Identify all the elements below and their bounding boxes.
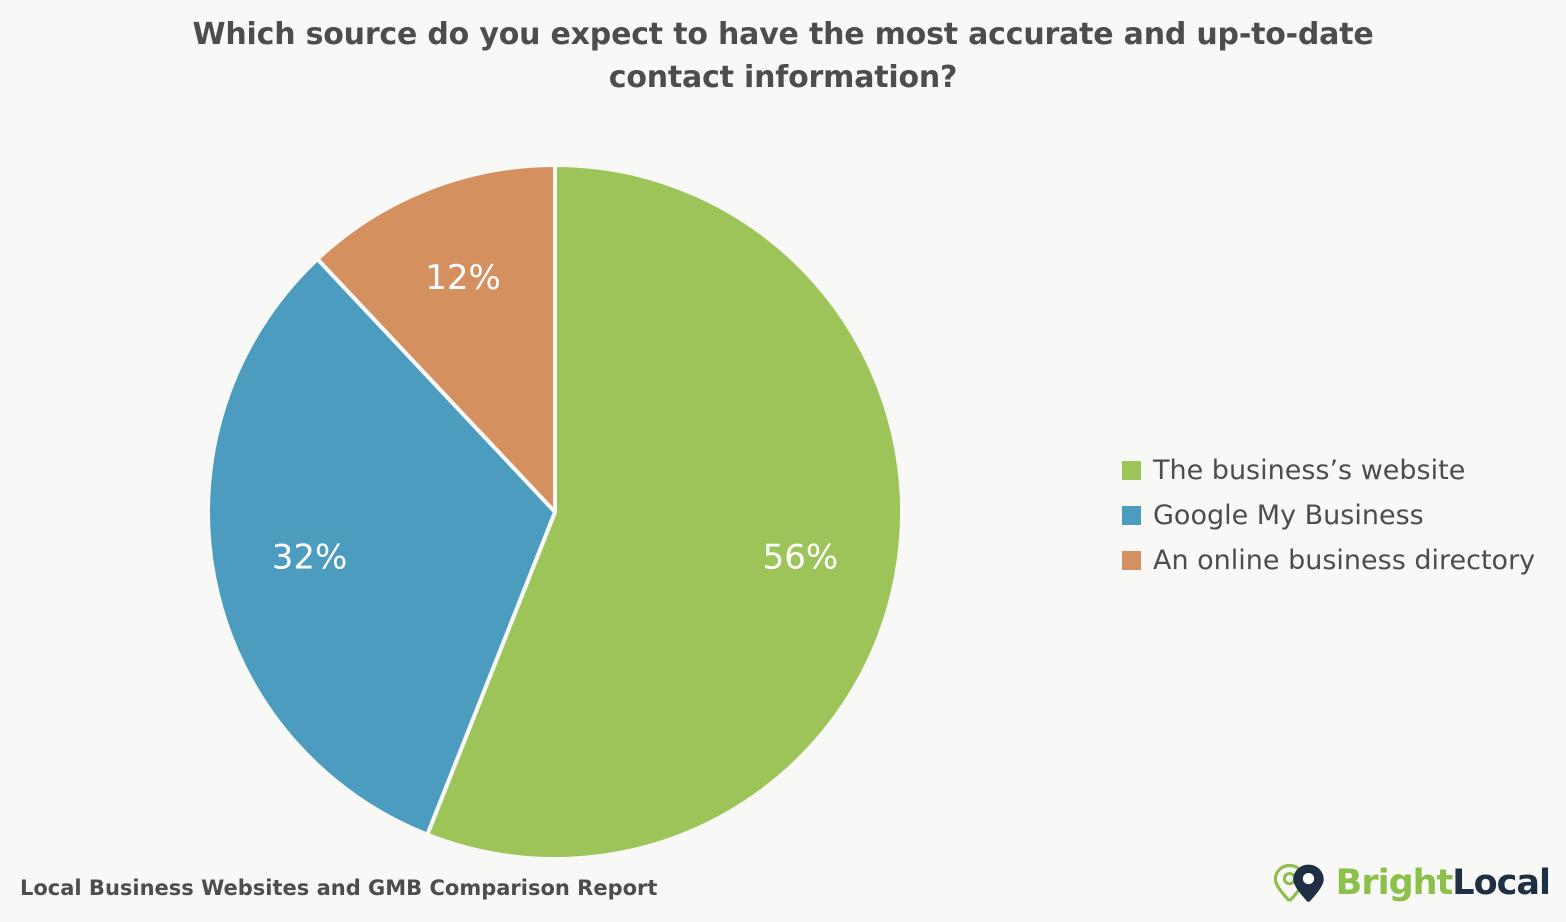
brand-wordmark-bright: Bright (1335, 862, 1454, 903)
pie-slice-label-2: 12% (425, 258, 501, 298)
legend-item-label: The business’s website (1153, 455, 1466, 486)
pie-slice-label-0: 56% (763, 537, 839, 577)
pie-chart: 56% 32% 12% (208, 165, 902, 859)
brightlocal-logo[interactable]: BrightLocal (1272, 860, 1551, 906)
source-note: Local Business Websites and GMB Comparis… (20, 876, 658, 900)
legend-color-swatch-icon (1122, 551, 1141, 570)
pie-slice-the-businesss-website[interactable] (425, 165, 902, 859)
pie-slice-google-my-business[interactable] (208, 257, 557, 837)
page-title: Which source do you expect to have the m… (150, 14, 1416, 99)
legend-item-an-online-business-directory[interactable]: An online business directory (1122, 538, 1535, 583)
legend-item-label: An online business directory (1153, 545, 1536, 576)
pie-chart-svg: 56% 32% 12% (208, 165, 902, 859)
brand-wordmark-local: Local (1452, 862, 1551, 903)
brand-wordmark: BrightLocal (1335, 862, 1551, 903)
page-title-line-2: contact information? (608, 59, 958, 95)
legend-item-the-businesss-website[interactable]: The business’s website (1122, 448, 1535, 493)
legend-item-label: Google My Business (1153, 500, 1424, 531)
legend-item-google-my-business[interactable]: Google My Business (1122, 493, 1535, 538)
chart-legend: The business’s website Google My Busines… (1122, 448, 1535, 583)
pie-slice-label-1: 32% (272, 537, 348, 577)
legend-color-swatch-icon (1122, 461, 1141, 480)
pie-slice-an-online-business-directory[interactable] (315, 165, 557, 514)
page-title-line-1: Which source do you expect to have the m… (192, 17, 1374, 52)
legend-color-swatch-icon (1122, 506, 1141, 525)
map-pin-logo-icon (1273, 863, 1324, 902)
